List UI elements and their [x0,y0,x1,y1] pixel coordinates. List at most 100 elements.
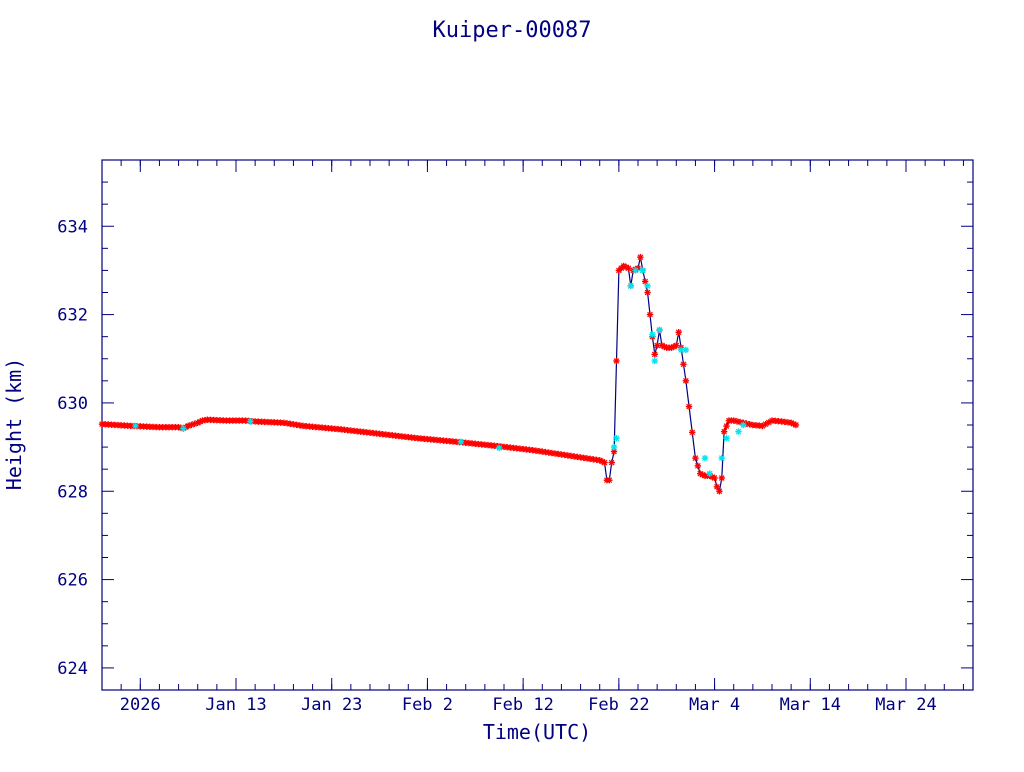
data-point [720,428,728,435]
data-point-secondary [677,346,685,354]
marker-stroke [642,278,649,285]
data-point [718,474,725,482]
marker-stroke [623,264,629,270]
marker-stroke [790,421,797,427]
x-tick-label: Feb 2 [402,695,453,715]
marker-stroke [706,470,713,477]
marker-stroke [686,403,692,410]
data-point [694,462,702,470]
marker-stroke [649,331,656,338]
y-axis-label: Height (km) [2,358,26,490]
marker-stroke [647,311,653,318]
marker-stroke [644,283,651,289]
marker-stroke [132,423,139,429]
x-tick-label: 2026 [120,695,161,715]
marker-stroke [639,267,646,274]
y-tick-label: 626 [57,571,88,591]
data-point-secondary [701,454,709,462]
y-tick-label: 634 [57,217,88,237]
data-point-secondary [132,422,139,430]
marker-stroke [611,448,617,455]
data-layer [98,253,800,495]
data-point [608,459,615,466]
marker-stroke [611,444,617,450]
marker-stroke [644,289,651,296]
data-point [682,377,690,385]
data-point-secondary [457,438,465,445]
marker-stroke [625,265,632,272]
data-point-secondary [627,282,635,290]
marker-stroke [793,422,799,428]
marker-stroke [632,267,639,274]
marker-stroke [180,425,187,432]
data-point [685,403,693,410]
data-point [606,477,613,484]
data-point-secondary [682,346,690,354]
data-point-secondary [496,444,503,452]
data-point [680,361,687,368]
marker-stroke [683,347,689,353]
marker-stroke [692,455,699,461]
data-point-secondary [651,357,658,365]
data-point-secondary [644,282,651,290]
marker-stroke [697,470,704,477]
x-tick-label: Jan 23 [301,695,362,715]
data-point [673,342,680,349]
marker-stroke [718,455,725,461]
marker-stroke [714,484,720,490]
series-line [101,257,797,494]
marker-stroke [613,435,620,442]
data-point [651,351,658,358]
marker-stroke [699,471,706,478]
marker-stroke [694,463,701,469]
data-point [792,421,800,429]
marker-stroke [651,358,658,364]
marker-stroke [716,488,723,495]
marker-stroke [637,254,644,260]
data-point-secondary [740,421,747,429]
chart-title: Kuiper-00087 [433,18,592,43]
data-point [675,329,682,336]
marker-stroke [601,459,608,466]
data-point-secondary [735,428,742,435]
x-tick-label: Mar 4 [689,695,740,715]
data-point-secondary [639,267,646,274]
data-point-secondary [649,331,656,338]
marker-stroke [608,459,615,466]
data-point-secondary [718,454,725,462]
marker-stroke [247,418,254,425]
marker-stroke [709,474,716,480]
x-tick-label: Feb 12 [492,695,553,715]
x-axis-label: Time(UTC) [483,720,591,744]
data-point [692,454,699,462]
marker-stroke [689,429,696,436]
marker-stroke [723,435,730,442]
y-tick-label: 628 [57,482,88,502]
axis-ticks: 624 626 628 630 632 634 2026 Jan 13 Jan 23 Feb 2 F… [57,159,973,715]
marker-stroke [723,423,730,429]
marker-stroke [680,361,687,368]
data-point [689,429,696,436]
marker-stroke [458,438,464,445]
marker-stroke [673,342,680,349]
marker-stroke [651,351,658,358]
plot-frame [101,159,974,691]
data-point [601,459,608,466]
marker-stroke [599,458,605,465]
data-point-secondary [613,435,620,442]
marker-stroke [711,475,718,481]
data-point [723,422,730,430]
y-tick-label: 624 [57,659,88,679]
marker-stroke [702,455,708,461]
marker-stroke [661,343,668,350]
marker-stroke [656,327,663,333]
data-point-secondary [632,267,639,274]
data-point-secondary [610,443,618,451]
data-point-secondary [723,435,730,442]
marker-stroke [613,358,620,364]
marker-stroke [606,477,613,484]
marker-stroke [721,428,727,435]
marker-stroke [788,419,794,426]
y-tick-label: 632 [57,306,88,326]
